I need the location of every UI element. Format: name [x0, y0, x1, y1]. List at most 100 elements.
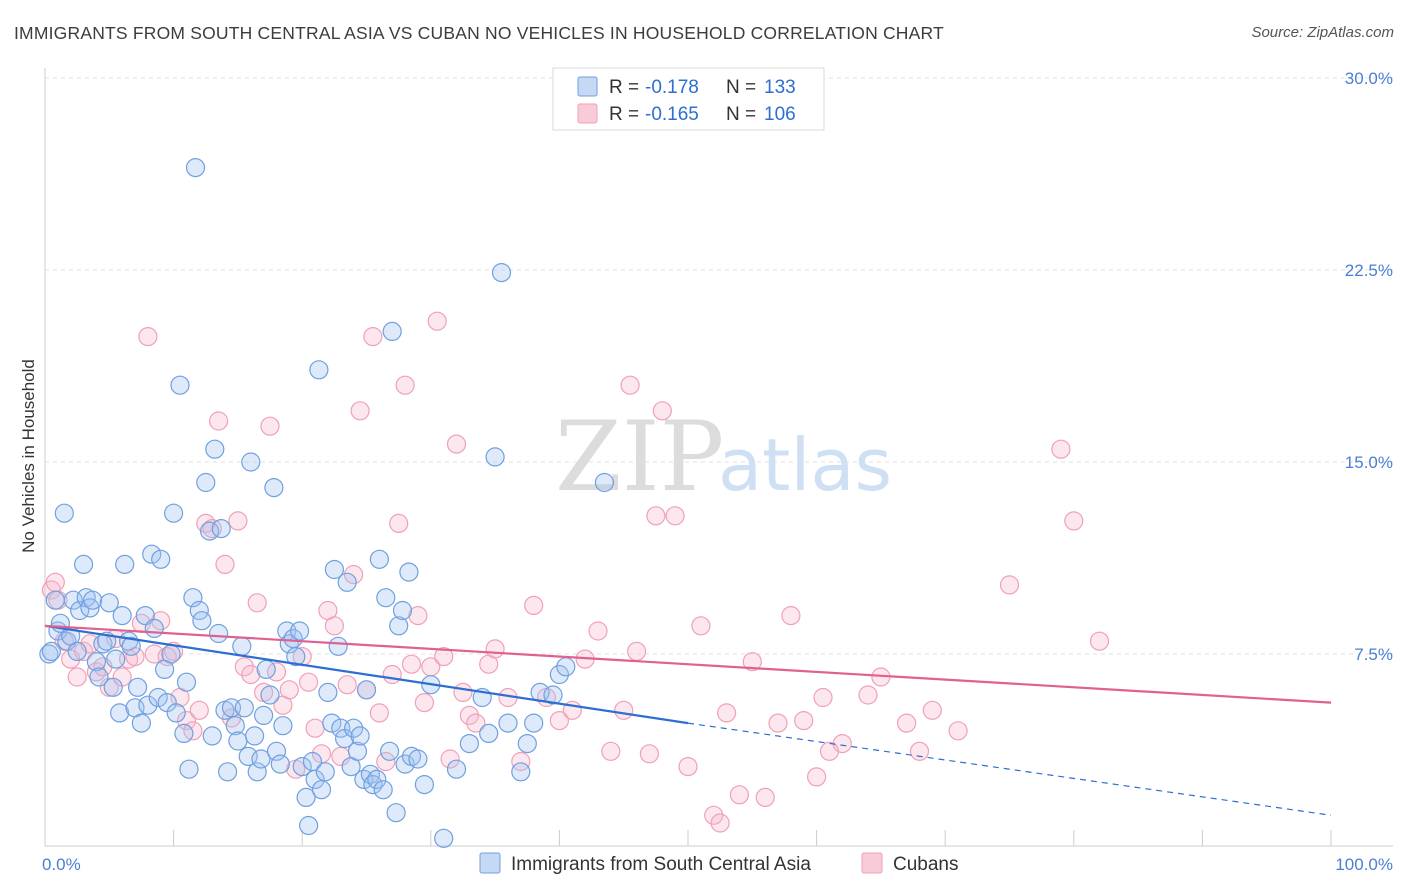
cubans-point-62	[434, 646, 454, 667]
south-central-asia-point-93	[337, 572, 357, 592]
south-central-asia-point-23	[112, 605, 132, 626]
cubans-point-65	[453, 682, 473, 703]
legend-r-value-2: -0.165	[645, 104, 699, 125]
cubans-point-106	[1089, 631, 1110, 651]
south-central-asia-point-73	[273, 716, 293, 736]
south-central-asia-point-70	[264, 478, 284, 498]
cubans-point-41	[299, 672, 319, 692]
south-central-asia-point-77	[286, 646, 306, 667]
south-central-asia-point-104	[373, 780, 393, 800]
series-legend: Immigrants from South Central Asia Cuban…	[479, 852, 959, 875]
cubans-point-66	[459, 705, 479, 726]
cubans-point-53	[376, 751, 396, 772]
x-tick-label-min: 0.0%	[42, 855, 81, 874]
south-central-asia-point-105	[376, 588, 396, 608]
y-tick-label-1: 15.0%	[1345, 453, 1393, 472]
south-central-asia-point-129	[543, 685, 563, 705]
south-central-asia-point-121	[479, 723, 499, 744]
south-central-asia-point-111	[395, 754, 415, 774]
y-tick-label-2: 22.5%	[1345, 261, 1393, 280]
cubans-point-16	[138, 327, 158, 347]
south-central-asia-point-127	[524, 713, 544, 733]
south-central-asia-point-122	[485, 447, 505, 467]
south-central-asia-point-49	[196, 472, 216, 493]
south-central-asia-point-50	[200, 521, 220, 541]
south-central-asia-point-89	[324, 559, 344, 580]
series-legend-label-blue: Immigrants from South Central Asia	[511, 854, 811, 875]
legend-r-label-1: R =	[609, 77, 639, 98]
watermark: ZIP atlas	[555, 401, 892, 513]
south-central-asia-point-14	[82, 590, 103, 610]
south-central-asia-point-103	[369, 549, 389, 569]
cubans-point-33	[247, 593, 267, 613]
cubans-point-51	[363, 327, 383, 347]
south-central-asia-point-119	[459, 733, 479, 754]
south-central-asia-point-0	[39, 644, 59, 664]
cubans-point-88	[729, 785, 750, 805]
south-central-asia-point-9	[67, 641, 87, 662]
south-central-asia-point-86	[315, 762, 335, 782]
south-central-asia-point-114	[408, 749, 428, 769]
south-central-asia-point-40	[166, 703, 186, 723]
cubans-point-92	[781, 605, 801, 626]
trend-line-blue	[44, 624, 689, 725]
south-central-asia-point-117	[434, 828, 454, 848]
south-central-asia-point-107	[382, 321, 402, 341]
cubans-point-71	[511, 751, 531, 772]
cubans-point-94	[806, 767, 827, 787]
south-central-asia-point-59	[228, 731, 248, 751]
south-central-asia-point-65	[247, 762, 267, 782]
south-central-asia-point-118	[446, 759, 467, 779]
cubans-point-52	[369, 703, 389, 723]
south-central-asia-point-28	[128, 677, 148, 697]
south-central-asia-point-15	[86, 652, 107, 672]
south-central-asia-point-110	[392, 600, 413, 621]
cubans-point-96	[832, 733, 852, 754]
cubans-point-78	[601, 741, 621, 761]
south-central-asia-point-87	[318, 682, 338, 703]
cubans-point-48	[344, 564, 364, 585]
south-central-asia-point-67	[254, 705, 274, 726]
south-central-asia-point-29	[131, 713, 151, 733]
cubans-point-57	[401, 654, 422, 674]
series-legend-swatch-pink	[861, 852, 883, 874]
cubans-point-18	[151, 611, 171, 631]
south-central-asia-point-38	[161, 644, 181, 664]
chart-title: IMMIGRANTS FROM SOUTH CENTRAL ASIA VS CU…	[14, 23, 944, 43]
cubans-point-110	[813, 687, 833, 708]
south-central-asia-point-112	[399, 562, 419, 582]
south-central-asia-point-16	[89, 667, 109, 687]
cubans-point-30	[228, 511, 248, 531]
cubans-point-28	[215, 554, 235, 575]
y-axis-label: No Vehicles in Household	[19, 359, 38, 553]
south-central-asia-point-34	[148, 687, 168, 708]
south-central-asia-point-78	[290, 621, 310, 641]
south-central-asia-point-51	[202, 726, 222, 746]
gridlines	[45, 77, 1393, 655]
south-central-asia-point-46	[185, 158, 206, 178]
cubans-point-63	[440, 749, 460, 769]
south-central-asia-point-115	[414, 774, 434, 795]
cubans-point-27	[209, 411, 229, 431]
cubans-point-61	[427, 311, 447, 331]
south-central-asia-point-85	[311, 780, 332, 800]
cubans-point-89	[742, 652, 762, 672]
legend-r-label-2: R =	[609, 104, 639, 125]
cubans-point-107	[710, 813, 730, 833]
cubans-point-67	[466, 713, 486, 733]
south-central-asia-point-13	[80, 598, 100, 618]
south-central-asia-point-48	[192, 611, 212, 631]
cubans-point-80	[626, 641, 647, 662]
legend-n-value-2: 106	[764, 104, 796, 125]
stats-legend-box	[552, 67, 825, 131]
south-central-asia-point-109	[389, 616, 409, 636]
trend-line-pink	[44, 624, 1332, 704]
cubans-point-32	[241, 664, 261, 685]
south-central-asia-point-1	[41, 641, 62, 662]
series-legend-label-pink: Cubans	[893, 854, 959, 875]
legend-n-label-2: N =	[726, 104, 756, 125]
south-central-asia-point-125	[511, 762, 531, 782]
cubans-point-79	[614, 700, 634, 720]
stats-legend: R = -0.178 N = 133 R = -0.165 N = 106	[552, 67, 825, 131]
